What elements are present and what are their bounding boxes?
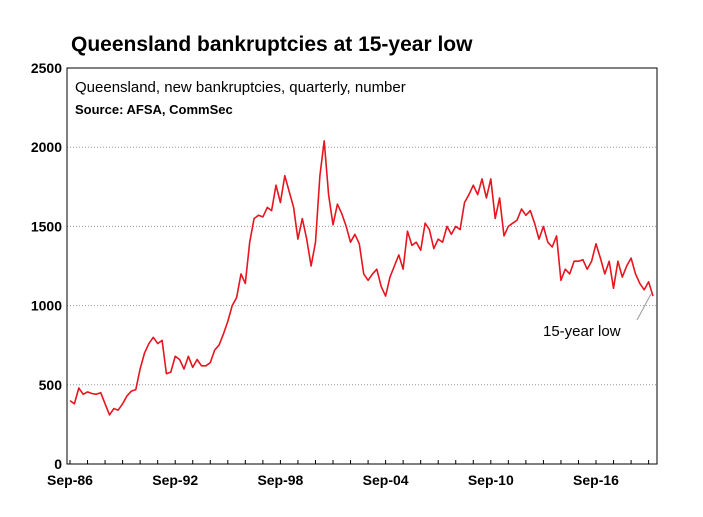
y-axis-ticks: 0 500 1000 1500 2000 2500 (31, 60, 62, 472)
series-line (69, 140, 654, 416)
x-tick-label: Sep-16 (573, 472, 619, 488)
x-tick-label: Sep-98 (257, 472, 303, 488)
chart-subtitle: Queensland, new bankruptcies, quarterly,… (75, 79, 406, 96)
chart-title: Queensland bankruptcies at 15-year low (71, 33, 473, 56)
y-tick-label: 2000 (31, 139, 62, 155)
annotation-leader-line (636, 293, 652, 321)
y-tick-label: 1000 (31, 298, 62, 314)
gridlines (67, 146, 657, 386)
x-tick-label: Sep-10 (468, 472, 514, 488)
y-tick-label: 500 (39, 377, 63, 393)
x-tick-label: Sep-92 (152, 472, 198, 488)
annotation-label: 15-year low (543, 323, 621, 340)
plot-frame (66, 67, 658, 465)
x-tick-label: Sep-04 (363, 472, 409, 488)
x-axis-ticks: Sep-86 Sep-92 Sep-98 Sep-04 Sep-10 Sep-16 (47, 460, 650, 488)
series-layer (69, 140, 654, 416)
y-tick-label: 0 (54, 456, 62, 472)
x-tick-label: Sep-86 (47, 472, 93, 488)
y-tick-label: 1500 (31, 218, 62, 234)
chart-source: Source: AFSA, CommSec (75, 102, 233, 117)
y-tick-label: 2500 (31, 60, 62, 76)
